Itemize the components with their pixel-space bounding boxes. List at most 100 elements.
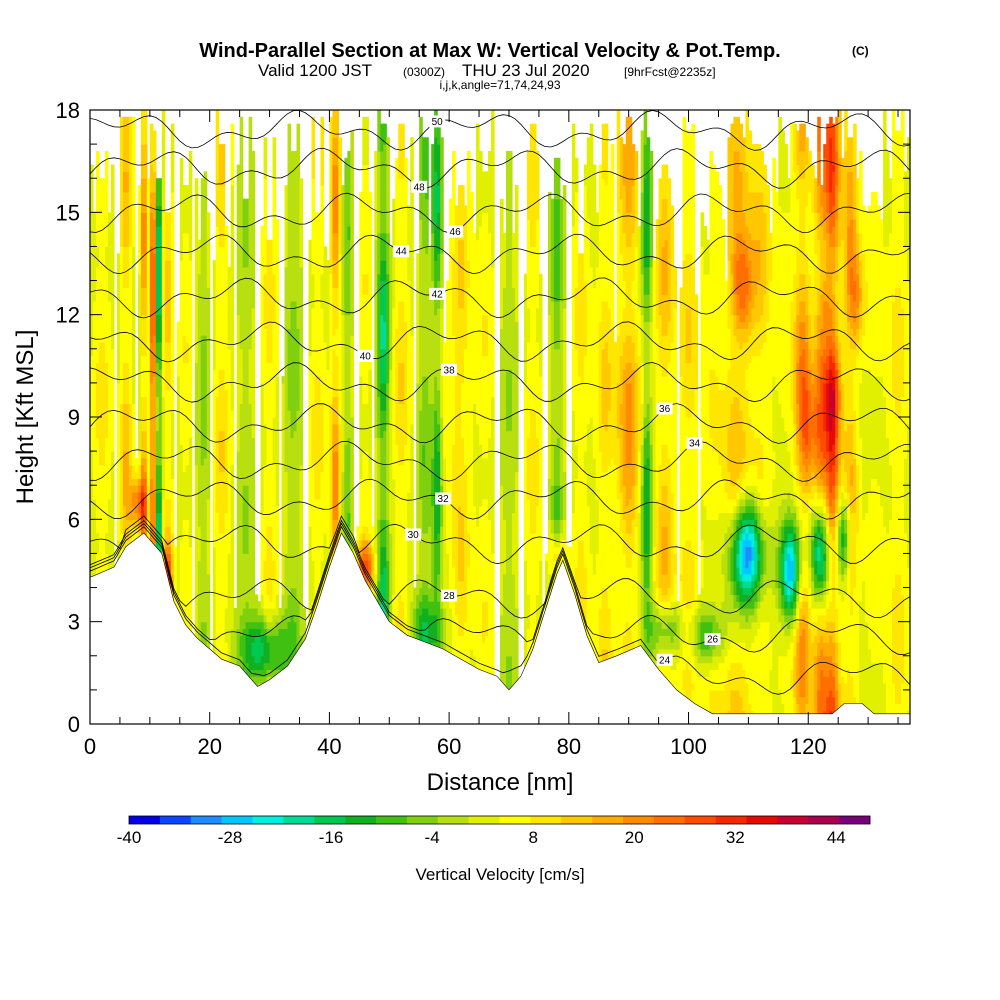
- colorbar-swatch: [499, 816, 531, 824]
- colorbar-tick-label: 32: [726, 828, 745, 847]
- indices-label: i,j,k,angle=71,74,24,93: [439, 78, 560, 92]
- colorbar-swatch: [808, 816, 840, 824]
- colorbar-swatch: [437, 816, 469, 824]
- theta-contour-label: 36: [656, 402, 673, 415]
- x-tick-label: 0: [84, 734, 96, 759]
- colorbar-swatch: [592, 816, 624, 824]
- svg-text:50: 50: [432, 117, 444, 128]
- colorbar: [128, 815, 871, 825]
- valid-date: THU 23 Jul 2020: [462, 61, 590, 80]
- svg-text:40: 40: [360, 351, 372, 362]
- theta-contour-label: 44: [393, 245, 410, 258]
- svg-text:30: 30: [408, 530, 420, 541]
- svg-text:44: 44: [396, 247, 408, 258]
- x-tick-label: 60: [437, 734, 461, 759]
- theta-contour-line: [90, 192, 910, 234]
- colorbar-swatch: [190, 816, 222, 824]
- theta-contour-label: 28: [441, 589, 458, 602]
- y-axis-label: Height [Kft MSL]: [12, 330, 39, 505]
- colorbar-swatch: [129, 816, 161, 824]
- x-tick-label: 40: [317, 734, 341, 759]
- colorbar-swatch: [653, 816, 686, 824]
- theta-contours: 24 26 28 30 32 34 36 38 40 42 44 46 48 50: [90, 110, 910, 695]
- y-tick-label: 0: [68, 712, 80, 737]
- x-tick-label: 100: [670, 734, 707, 759]
- x-tick-label: 80: [557, 734, 581, 759]
- theta-contour-line: [90, 110, 910, 151]
- velocity-field: [90, 110, 910, 714]
- y-tick-label: 9: [68, 405, 80, 430]
- valid-line: Valid 1200 JST (0300Z) THU 23 Jul 2020 […: [258, 61, 716, 80]
- title-mark: (C): [852, 44, 869, 58]
- theta-contour-line: [90, 515, 910, 565]
- colorbar-swatch: [252, 816, 284, 824]
- colorbar-label: Vertical Velocity [cm/s]: [415, 865, 584, 884]
- terrain-outline: [90, 532, 910, 715]
- chart-title: Wind-Parallel Section at Max W: Vertical…: [199, 40, 780, 62]
- colorbar-swatch: [468, 816, 500, 824]
- y-tick-label: 3: [68, 610, 80, 635]
- theta-contour-label: 30: [405, 528, 422, 541]
- theta-contour-line: [90, 525, 910, 695]
- theta-contour-label: 24: [656, 653, 673, 666]
- theta-contour-label: 48: [411, 180, 428, 193]
- colorbar-tick-label: 8: [528, 828, 537, 847]
- x-tick-label: 20: [197, 734, 221, 759]
- theta-contour-line: [90, 440, 910, 482]
- colorbar-swatch: [314, 816, 346, 824]
- colorbar-swatch: [530, 816, 562, 824]
- svg-text:34: 34: [689, 438, 701, 449]
- colorbar-tick-label: 44: [827, 828, 846, 847]
- valid-utc: (0300Z): [403, 65, 445, 79]
- theta-contour-line: [90, 519, 910, 619]
- theta-contour-label: 46: [447, 225, 464, 238]
- theta-contour-label: 32: [435, 492, 452, 505]
- theta-contour-label: 42: [429, 287, 446, 300]
- theta-contour-label: 50: [429, 115, 446, 128]
- y-tick-label: 18: [56, 98, 80, 123]
- theta-contour-label: 26: [704, 633, 721, 646]
- colorbar-swatch: [561, 816, 593, 824]
- theta-contour-line: [90, 522, 910, 656]
- theta-contour-line: [90, 321, 910, 363]
- colorbar-tick-label: -28: [218, 828, 243, 847]
- x-axis: 0 20 40 60 80 100 120: [84, 110, 899, 759]
- theta-contour-label: 38: [441, 363, 458, 376]
- colorbar-ticks: -40 -28 -16 -4 8 20 32 44: [117, 828, 846, 847]
- colorbar-swatch: [221, 816, 253, 824]
- svg-text:48: 48: [414, 182, 426, 193]
- svg-text:26: 26: [707, 635, 719, 646]
- colorbar-swatch: [283, 816, 315, 824]
- colorbar-swatch: [684, 816, 716, 824]
- valid-prefix: Valid 1200 JST: [258, 61, 372, 80]
- svg-text:42: 42: [432, 289, 444, 300]
- x-axis-label: Distance [nm]: [427, 769, 574, 796]
- svg-text:38: 38: [444, 365, 456, 376]
- colorbar-swatch: [746, 816, 778, 824]
- forecast-label: [9hrFcst@2235z]: [624, 65, 716, 79]
- svg-text:28: 28: [444, 591, 456, 602]
- theta-contour-label: 40: [357, 349, 374, 362]
- plot-area: 24 26 28 30 32 34 36 38 40 42 44 46 48 50: [90, 110, 910, 724]
- colorbar-frame: [128, 815, 871, 825]
- theta-contour-line: [90, 362, 910, 403]
- colorbar-tick-label: -16: [319, 828, 344, 847]
- theta-contour-line: [90, 147, 910, 189]
- colorbar-swatch: [376, 816, 408, 824]
- colorbar-swatch: [159, 816, 192, 824]
- colorbar-tick-label: -4: [425, 828, 440, 847]
- theta-contour-line: [90, 478, 910, 520]
- colorbar-swatch: [406, 816, 439, 824]
- svg-text:36: 36: [659, 404, 671, 415]
- colorbar-tick-label: -40: [117, 828, 142, 847]
- colorbar-swatch: [345, 816, 377, 824]
- y-tick-label: 6: [68, 507, 80, 532]
- x-tick-label: 120: [790, 734, 827, 759]
- y-tick-label: 12: [56, 303, 80, 328]
- theta-contour-line: [90, 233, 910, 275]
- svg-text:46: 46: [450, 227, 462, 238]
- svg-text:32: 32: [438, 494, 450, 505]
- svg-text:24: 24: [659, 655, 671, 666]
